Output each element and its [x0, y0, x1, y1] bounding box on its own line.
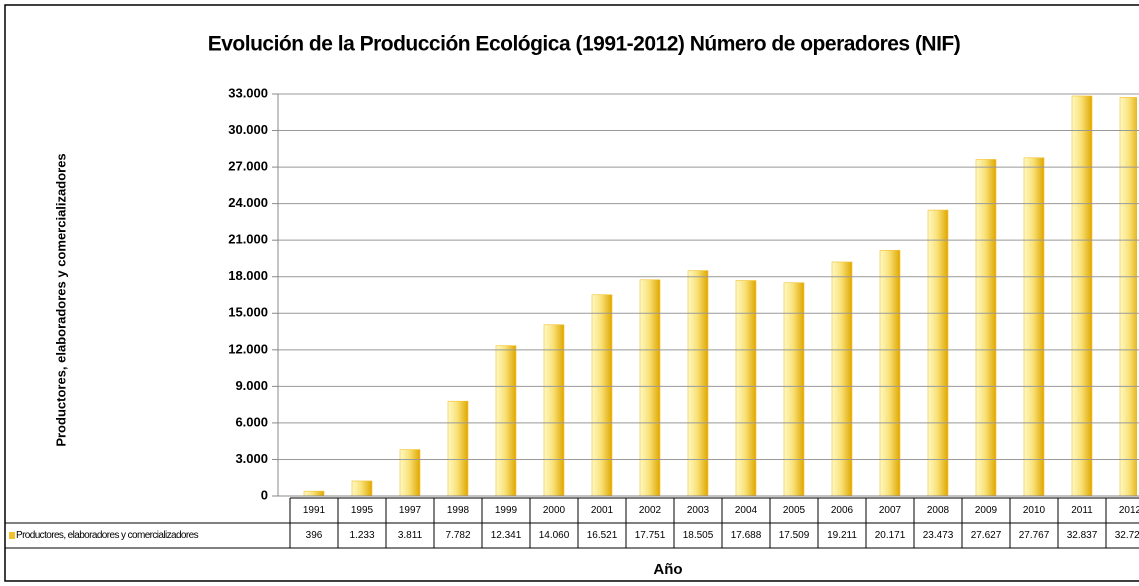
y-tick-label: 0 — [261, 487, 268, 502]
legend-label: Productores, elaboradores y comercializa… — [16, 530, 199, 541]
bar — [399, 449, 421, 497]
bar — [1071, 95, 1093, 497]
x-tick-label: 2006 — [831, 505, 854, 516]
y-tick-label: 21.000 — [228, 232, 268, 247]
value-label: 23.473 — [923, 530, 954, 541]
value-label: 17.509 — [779, 530, 810, 541]
value-label: 18.505 — [683, 530, 714, 541]
x-tick-label: 1998 — [447, 505, 470, 516]
x-tick-label: 2000 — [543, 505, 566, 516]
bar — [543, 324, 565, 497]
y-tick-label: 15.000 — [228, 305, 268, 320]
bar — [1119, 97, 1137, 497]
bar — [1023, 157, 1045, 497]
x-tick-label: 1991 — [303, 505, 326, 516]
y-tick-label: 9.000 — [235, 378, 268, 393]
value-label: 20.171 — [875, 530, 906, 541]
x-tick-label: 2012 — [1119, 505, 1139, 516]
value-label: 27.767 — [1019, 530, 1050, 541]
bar — [303, 490, 325, 497]
x-tick-label: 2002 — [639, 505, 662, 516]
y-tick-label: 3.000 — [235, 451, 268, 466]
x-tick-label: 2008 — [927, 505, 950, 516]
frame — [4, 4, 1139, 582]
x-tick-label: 1997 — [399, 505, 422, 516]
y-tick-label: 27.000 — [228, 159, 268, 174]
y-tick-label: 12.000 — [228, 341, 268, 356]
plot — [303, 95, 1137, 497]
y-tick-label: 33.000 — [228, 85, 268, 100]
value-label: 7.782 — [445, 530, 470, 541]
y-axis-label: Productores, elaboradores y comercializa… — [53, 153, 68, 446]
x-tick-label: 2009 — [975, 505, 998, 516]
x-tick-label: 2010 — [1023, 505, 1046, 516]
bar — [591, 294, 613, 497]
value-label: 32.837 — [1067, 530, 1098, 541]
y-tick-label: 30.000 — [228, 122, 268, 137]
y-tick-label: 6.000 — [235, 414, 268, 429]
legend-swatch — [9, 532, 15, 539]
value-label: 16.521 — [587, 530, 618, 541]
x-axis-label: Año — [653, 561, 682, 578]
value-label: 17.688 — [731, 530, 762, 541]
value-label: 396 — [306, 530, 323, 541]
value-label: 19.211 — [827, 530, 857, 541]
bar — [687, 270, 709, 497]
x-tick-label: 2005 — [783, 505, 806, 516]
bar — [639, 279, 661, 497]
chart-title: Evolución de la Producción Ecológica (19… — [208, 33, 961, 56]
bar — [447, 400, 469, 497]
value-label: 27.627 — [971, 530, 1002, 541]
value-label: 32.720 — [1115, 530, 1139, 541]
bar — [351, 480, 373, 497]
x-tick-label: 2007 — [879, 505, 902, 516]
x-tick-label: 2004 — [735, 505, 758, 516]
bar — [495, 345, 517, 497]
value-label: 12.341 — [491, 530, 522, 541]
x-tick-label: 2001 — [591, 505, 614, 516]
bar — [783, 282, 805, 497]
x-tick-label: 1999 — [495, 505, 518, 516]
x-tick-label: 2003 — [687, 505, 710, 516]
bar — [831, 261, 853, 497]
x-tick-label: 1995 — [351, 505, 374, 516]
value-label: 17.751 — [635, 530, 666, 541]
bar — [927, 209, 949, 497]
x-tick-label: 2011 — [1071, 505, 1093, 516]
y-tick-label: 24.000 — [228, 195, 268, 210]
value-label: 1.233 — [349, 530, 374, 541]
value-label: 3.811 — [398, 530, 423, 541]
bar — [975, 159, 997, 497]
y-tick-label: 18.000 — [228, 268, 268, 283]
value-label: 14.060 — [539, 530, 570, 541]
